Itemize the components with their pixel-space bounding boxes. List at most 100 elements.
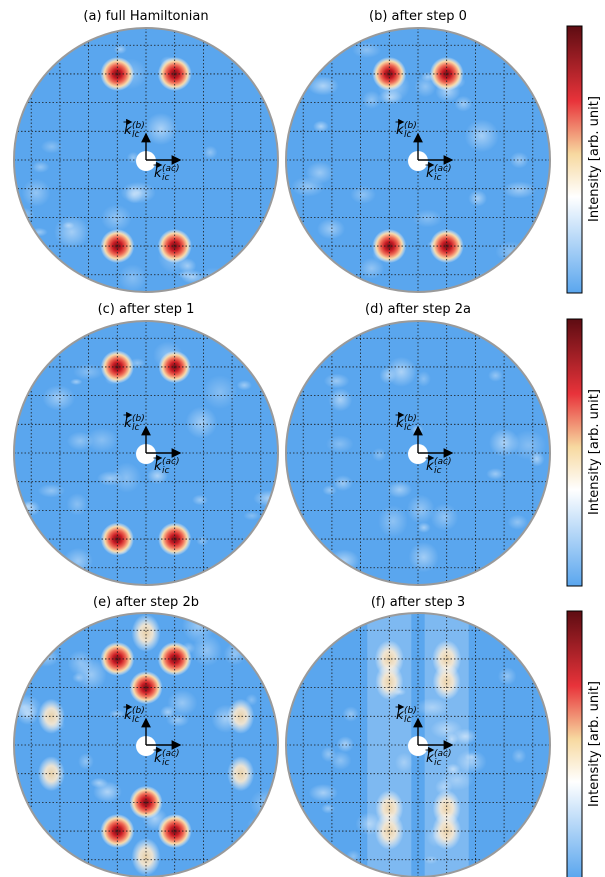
axis-label-ac: k ic(ac) [153, 454, 180, 476]
colorbar-label: Intensity [arb. unit] [587, 96, 602, 222]
axis-label-b: k ic(b) [395, 411, 417, 433]
texture-wisp [236, 380, 252, 391]
panel-title: (f) after step 3 [371, 595, 465, 610]
texture-wisp [486, 468, 505, 480]
texture-wisp [502, 181, 537, 199]
axis-label-b: k ic(b) [395, 118, 417, 140]
disk-outline [285, 320, 551, 586]
axis-label-b: k ic(b) [395, 703, 417, 725]
texture-wisp [72, 363, 104, 380]
texture-wisp [54, 215, 90, 249]
texture-wisp [416, 370, 431, 387]
texture-wisp [358, 257, 385, 279]
svg-text:ic: ic [404, 423, 412, 433]
texture-wisp [108, 709, 126, 719]
texture-wisp [118, 264, 147, 292]
intensity-peak [37, 698, 65, 734]
texture-wisp [406, 494, 435, 524]
origin-marker [136, 444, 156, 464]
svg-text:(b): (b) [404, 706, 417, 716]
texture-wisp [42, 385, 76, 411]
svg-text:(ac): (ac) [162, 457, 180, 467]
axis-label-b: k ic(b) [123, 118, 145, 140]
intensity-peak [227, 756, 255, 792]
colorbar-gradient [566, 610, 583, 877]
texture-wisp [445, 763, 461, 775]
texture-wisp [379, 366, 396, 385]
svg-text:k: k [154, 166, 162, 181]
texture-wisp [320, 746, 337, 763]
texture-wisp [350, 185, 376, 204]
intensity-peak [131, 838, 161, 876]
axis-label-ac: k ic(ac) [425, 454, 452, 476]
texture-wisp [255, 631, 271, 648]
texture-wisp [316, 218, 346, 240]
axis-label-b: k ic(b) [123, 703, 145, 725]
texture-wisp [495, 241, 527, 263]
texture-wisp [509, 151, 529, 169]
texture-wisp [507, 514, 528, 530]
svg-text:k: k [396, 416, 404, 431]
svg-text:k: k [154, 459, 162, 474]
texture-wisp [249, 788, 278, 819]
disk-outline [285, 612, 551, 877]
texture-wisp [146, 467, 169, 485]
svg-text:(ac): (ac) [434, 457, 452, 467]
axis-label-ac: k ic(ac) [153, 746, 180, 768]
texture-wisp [411, 424, 424, 436]
texture-wisp [351, 42, 382, 59]
texture-wisp [144, 112, 178, 146]
texture-wisp [332, 475, 353, 492]
texture-wisp [313, 120, 329, 133]
origin-marker [408, 151, 428, 171]
svg-text:k: k [124, 708, 132, 723]
texture-wisp [202, 145, 218, 160]
texture-wisp [113, 44, 127, 55]
intensity-peak [131, 614, 161, 652]
texture-wisp [497, 666, 517, 686]
svg-text:ic: ic [132, 715, 140, 725]
texture-wisp [40, 139, 63, 154]
texture-wisp [323, 373, 350, 389]
origin-marker [408, 736, 428, 756]
colorbar-1: Intensity [arb. unit] [566, 25, 602, 294]
svg-text:(ac): (ac) [162, 749, 180, 759]
texture-wisp [111, 462, 142, 493]
texture-wisp [66, 431, 94, 451]
texture-wisp [452, 728, 478, 745]
svg-text:ic: ic [404, 130, 412, 140]
texture-wisp [417, 522, 431, 533]
texture-wisp [308, 783, 338, 802]
svg-text:k: k [154, 751, 162, 766]
texture-wisp [31, 161, 50, 173]
origin-marker [136, 151, 156, 171]
axis-label-ac: k ic(ac) [425, 746, 452, 768]
svg-text:ic: ic [434, 466, 442, 476]
texture-wisp [167, 689, 198, 716]
texture-wisp [185, 406, 218, 439]
svg-text:ic: ic [434, 758, 442, 768]
colorbar-2: Intensity [arb. unit] [566, 318, 602, 587]
texture-wisp [298, 567, 322, 581]
svg-text:k: k [426, 459, 434, 474]
panel-title: (d) after step 2a [365, 302, 471, 317]
panel-b: (b) after step 0k ic(b)k ic(ac) [285, 9, 551, 293]
texture-wisp [430, 503, 459, 532]
colorbar-gradient [566, 25, 583, 294]
axis-label-b: k ic(b) [123, 411, 145, 433]
texture-wisp [37, 483, 66, 498]
axis-label-ac: k ic(ac) [153, 161, 180, 183]
svg-text:ic: ic [162, 758, 170, 768]
texture-wisp [192, 494, 209, 506]
texture-wisp [336, 736, 354, 753]
texture-wisp [78, 753, 94, 770]
texture-wisp [529, 451, 545, 467]
svg-text:(b): (b) [132, 706, 145, 716]
texture-wisp [454, 95, 473, 112]
svg-text:k: k [124, 123, 132, 138]
texture-wisp [488, 369, 503, 382]
svg-text:ic: ic [404, 715, 412, 725]
svg-text:ic: ic [162, 466, 170, 476]
svg-text:k: k [426, 166, 434, 181]
texture-wisp [196, 267, 232, 292]
